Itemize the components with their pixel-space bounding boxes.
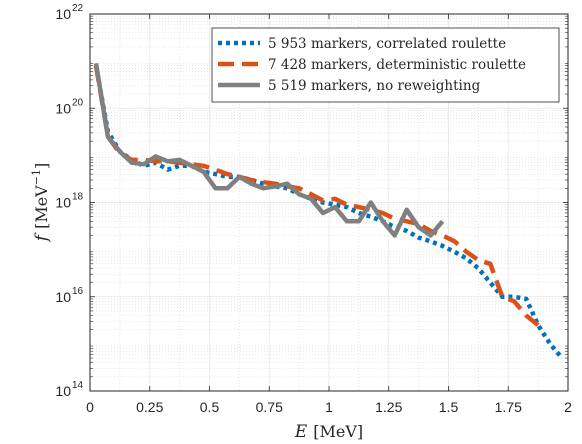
x-tick-label: 2 <box>564 399 572 415</box>
y-tick-label: 10 <box>55 100 71 116</box>
y-axis-label-unit-close: ] <box>32 163 51 169</box>
y-tick-label: 10 <box>55 289 71 305</box>
x-tick-label: 1 <box>325 399 333 415</box>
x-tick-label: 0 <box>86 399 94 415</box>
y-tick-label-exponent: 14 <box>72 380 84 391</box>
y-axis-label-unit-exp: −1 <box>30 169 43 185</box>
y-tick-label: 10 <box>55 6 71 22</box>
y-axis-label: f [MeV−1] <box>30 163 52 243</box>
x-tick-label: 0.5 <box>200 399 220 415</box>
y-tick-label-exponent: 18 <box>72 192 84 203</box>
x-tick-label: 0.25 <box>136 399 163 415</box>
x-tick-label: 1.75 <box>495 399 522 415</box>
x-axis-label-var: E <box>294 422 308 442</box>
y-axis-label-unit: [MeV <box>32 185 51 229</box>
legend-label-1: 5 953 markers, correlated roulette <box>268 36 506 52</box>
axis-ticks <box>89 13 569 392</box>
y-tick-label-exponent: 22 <box>72 3 84 14</box>
y-tick-label: 10 <box>55 383 71 399</box>
legend-label-2: 7 428 markers, deterministic roulette <box>268 57 526 73</box>
y-tick-label-exponent: 16 <box>72 286 84 297</box>
series-layer <box>93 62 564 360</box>
y-axis-label-var: f <box>32 232 52 243</box>
legend-label-3: 5 519 markers, no reweighting <box>268 78 481 94</box>
x-axis-label: E [MeV] <box>294 422 363 442</box>
legend-box <box>211 27 560 103</box>
x-tick-label: 0.75 <box>256 399 283 415</box>
legend: 5 953 markers, correlated roulette 7 428 … <box>211 27 560 103</box>
series-line-1 <box>93 65 564 360</box>
y-tick-label-exponent: 20 <box>72 97 84 108</box>
x-tick-label: 1.25 <box>375 399 402 415</box>
x-tick-labels: 0 0.25 0.5 0.75 1 1.25 1.5 1.75 2 <box>86 399 572 415</box>
x-axis-label-unit: [MeV] <box>313 422 363 441</box>
y-tick-label: 10 <box>55 195 71 211</box>
series-line-3 <box>93 62 445 238</box>
x-tick-label: 1.5 <box>439 399 459 415</box>
